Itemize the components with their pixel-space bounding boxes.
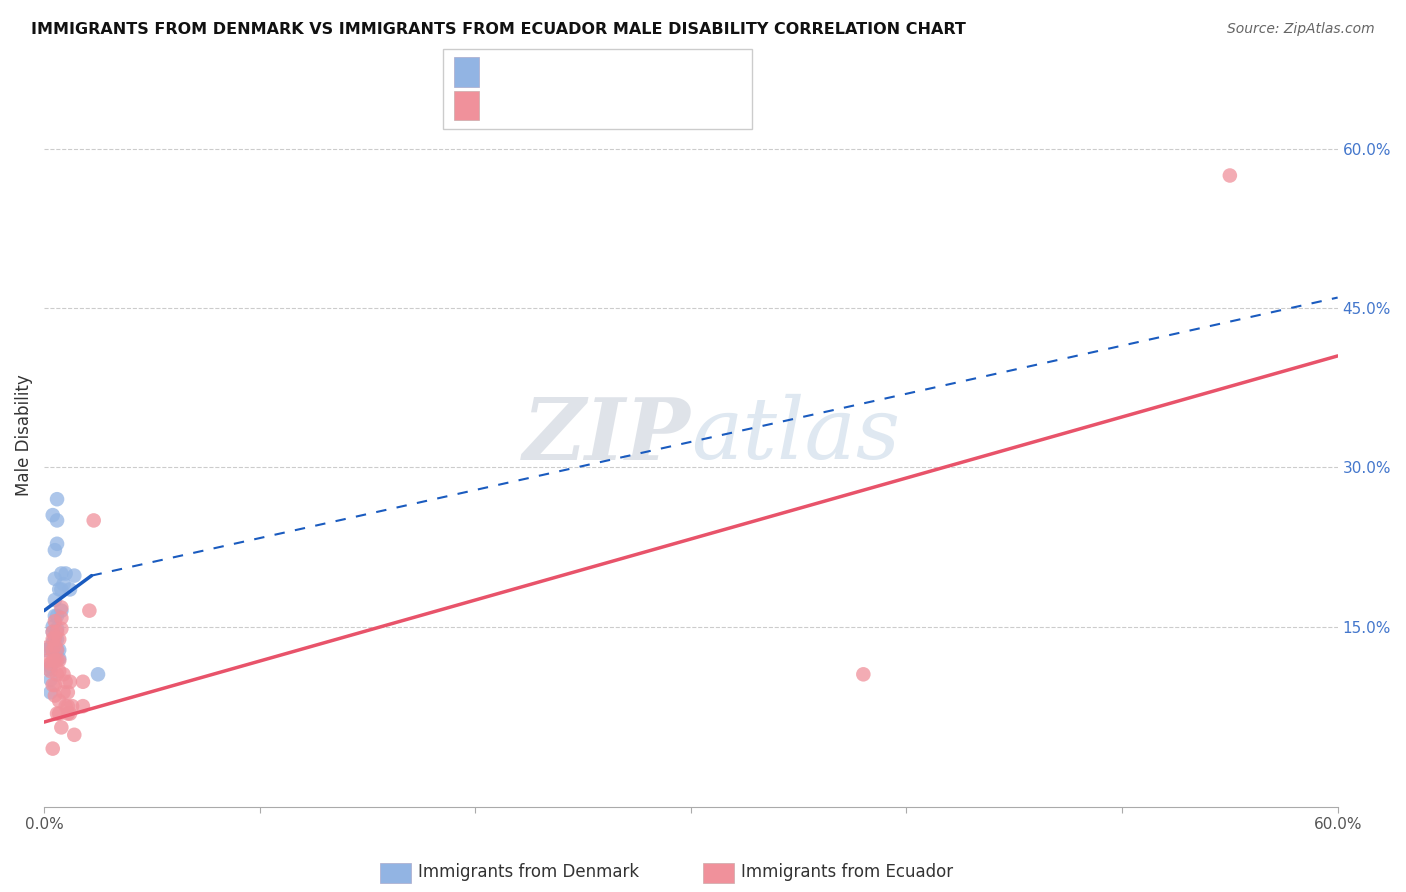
Point [42, 653, 65, 667]
Point [55, 699, 77, 714]
Point [59, 674, 82, 689]
Point [51, 604, 73, 618]
Point [1219, 169, 1241, 183]
Point [44, 632, 66, 647]
Point [44, 593, 66, 607]
Text: 47: 47 [607, 101, 630, 119]
Point [52, 685, 75, 699]
Point [42, 632, 65, 647]
Point [56, 699, 79, 714]
Point [44, 630, 66, 644]
Point [35, 640, 58, 655]
Text: N =: N = [569, 101, 621, 119]
Point [39, 685, 62, 699]
Text: atlas: atlas [690, 394, 900, 477]
Point [56, 685, 79, 699]
Point [44, 639, 66, 653]
Point [52, 577, 75, 591]
Point [42, 508, 65, 522]
Text: Source: ZipAtlas.com: Source: ZipAtlas.com [1227, 22, 1375, 37]
Point [63, 568, 86, 582]
Point [39, 660, 62, 674]
Point [51, 611, 73, 625]
Point [42, 643, 65, 657]
Point [44, 678, 66, 692]
Point [42, 678, 65, 692]
Point [72, 674, 94, 689]
Point [39, 640, 62, 655]
Text: R =: R = [488, 101, 527, 119]
Point [44, 653, 66, 667]
Point [46, 537, 69, 551]
Point [48, 582, 70, 597]
Point [51, 600, 73, 615]
Point [37, 653, 59, 667]
Point [51, 622, 73, 636]
Point [79, 604, 101, 618]
Point [52, 667, 75, 681]
Point [46, 609, 69, 624]
Text: N =: N = [569, 67, 621, 85]
Point [55, 566, 77, 581]
Point [39, 664, 62, 678]
Point [60, 699, 83, 714]
Point [46, 622, 69, 636]
Point [46, 653, 69, 667]
Point [44, 609, 66, 624]
Point [42, 624, 65, 639]
Point [63, 728, 86, 742]
Point [42, 619, 65, 633]
Text: Immigrants from Ecuador: Immigrants from Ecuador [741, 863, 953, 881]
Text: 34: 34 [607, 67, 630, 85]
Point [48, 706, 70, 721]
Point [44, 689, 66, 703]
Text: 0.732: 0.732 [519, 101, 571, 119]
Point [56, 706, 79, 721]
Text: IMMIGRANTS FROM DENMARK VS IMMIGRANTS FROM ECUADOR MALE DISABILITY CORRELATION C: IMMIGRANTS FROM DENMARK VS IMMIGRANTS FR… [31, 22, 966, 37]
Point [46, 643, 69, 657]
Point [37, 662, 59, 676]
Point [59, 706, 82, 721]
Point [51, 582, 73, 597]
Point [48, 651, 70, 665]
Point [39, 657, 62, 671]
Point [44, 614, 66, 628]
Point [83, 513, 105, 527]
Point [852, 667, 875, 681]
Point [46, 643, 69, 657]
Point [46, 492, 69, 507]
Text: R =: R = [488, 67, 527, 85]
Point [51, 566, 73, 581]
Point [46, 667, 69, 681]
Point [48, 664, 70, 678]
Point [42, 635, 65, 649]
Point [42, 741, 65, 756]
Point [51, 720, 73, 734]
Point [59, 582, 82, 597]
Point [44, 543, 66, 558]
Point [48, 653, 70, 667]
Point [55, 674, 77, 689]
Point [46, 513, 69, 527]
Text: ZIP: ZIP [523, 393, 690, 477]
Text: Immigrants from Denmark: Immigrants from Denmark [418, 863, 638, 881]
Point [42, 624, 65, 639]
Point [39, 673, 62, 687]
Point [72, 699, 94, 714]
Point [35, 643, 58, 657]
Text: 0.137: 0.137 [519, 67, 571, 85]
Point [42, 643, 65, 657]
Point [87, 667, 110, 681]
Point [48, 632, 70, 647]
Point [46, 632, 69, 647]
Point [48, 694, 70, 708]
Y-axis label: Male Disability: Male Disability [15, 375, 32, 496]
Point [46, 706, 69, 721]
Point [48, 643, 70, 657]
Point [46, 624, 69, 639]
Point [44, 572, 66, 586]
